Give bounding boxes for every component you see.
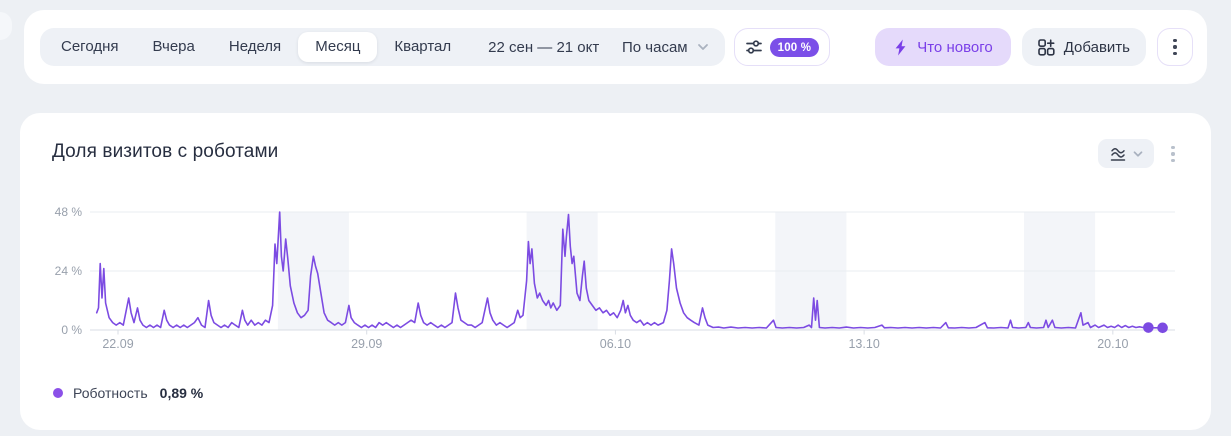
tab-yesterday[interactable]: Вчера bbox=[152, 38, 195, 55]
tab-week[interactable]: Неделя bbox=[228, 38, 282, 55]
toolbar-mid-cluster: По часам 100 % bbox=[608, 28, 831, 66]
period-tab-group: Сегодня Вчера Неделя Месяц Квартал 22 се… bbox=[40, 28, 641, 66]
x-axis-label: 13.10 bbox=[848, 337, 879, 351]
add-widget-button[interactable]: Добавить bbox=[1021, 28, 1146, 66]
robots-chart: 48 % 24 % 0 % 22.09 29.09 06.10 13.10 20.10 bbox=[55, 205, 1175, 351]
granularity-dropdown[interactable]: По часам bbox=[608, 28, 725, 66]
series-line bbox=[95, 211, 1164, 329]
top-toolbar: Сегодня Вчера Неделя Месяц Квартал 22 се… bbox=[24, 10, 1207, 84]
sampling-badge: 100 % bbox=[769, 37, 820, 57]
legend-dot bbox=[53, 388, 63, 398]
clipped-edge-element bbox=[0, 12, 12, 40]
add-widget-icon bbox=[1037, 38, 1055, 56]
sampling-settings-button[interactable]: 100 % bbox=[733, 28, 831, 66]
add-widget-label: Добавить bbox=[1063, 38, 1130, 56]
kebab-menu-icon bbox=[1173, 38, 1177, 56]
widget-more-menu-button[interactable] bbox=[1164, 140, 1182, 168]
tab-today[interactable]: Сегодня bbox=[61, 38, 119, 55]
x-axis-label: 06.10 bbox=[600, 337, 631, 351]
toolbar-right-cluster: Что нового Добавить bbox=[875, 28, 1193, 66]
x-axis-label: 20.10 bbox=[1097, 337, 1128, 351]
x-axis-label: 29.09 bbox=[351, 337, 382, 351]
robots-share-card: Доля визитов с роботами 48 % 24 % 0 % 22.09… bbox=[20, 113, 1211, 430]
toolbar-more-menu-button[interactable] bbox=[1157, 28, 1193, 66]
chevron-down-icon bbox=[695, 39, 711, 55]
series-end-dot bbox=[1143, 322, 1154, 333]
y-axis-label: 0 % bbox=[61, 323, 82, 337]
sliders-icon bbox=[745, 38, 763, 56]
y-axis-label: 24 % bbox=[55, 264, 83, 278]
chevron-down-icon bbox=[1131, 147, 1145, 161]
granularity-label: По часам bbox=[622, 38, 688, 56]
tab-quarter[interactable]: Квартал bbox=[394, 38, 452, 55]
whats-new-button[interactable]: Что нового bbox=[875, 28, 1011, 66]
widget-title: Доля визитов с роботами bbox=[52, 141, 279, 162]
chart-type-selector[interactable] bbox=[1098, 139, 1154, 168]
legend-series-value: 0,89 % bbox=[159, 385, 204, 401]
legend-series-name: Роботность bbox=[73, 385, 148, 401]
x-axis-label: 22.09 bbox=[102, 337, 133, 351]
series-end-dot bbox=[1157, 322, 1168, 334]
whats-new-label: Что нового bbox=[917, 38, 993, 56]
y-axis-label: 48 % bbox=[55, 205, 83, 219]
date-range-label: 22 сен — 21 окт bbox=[488, 38, 600, 56]
legend-item-robotness[interactable]: Роботность 0,89 % bbox=[53, 385, 203, 401]
lightning-bolt-icon bbox=[893, 39, 908, 56]
tab-month[interactable]: Месяц bbox=[298, 32, 378, 62]
line-chart-icon bbox=[1108, 144, 1128, 164]
